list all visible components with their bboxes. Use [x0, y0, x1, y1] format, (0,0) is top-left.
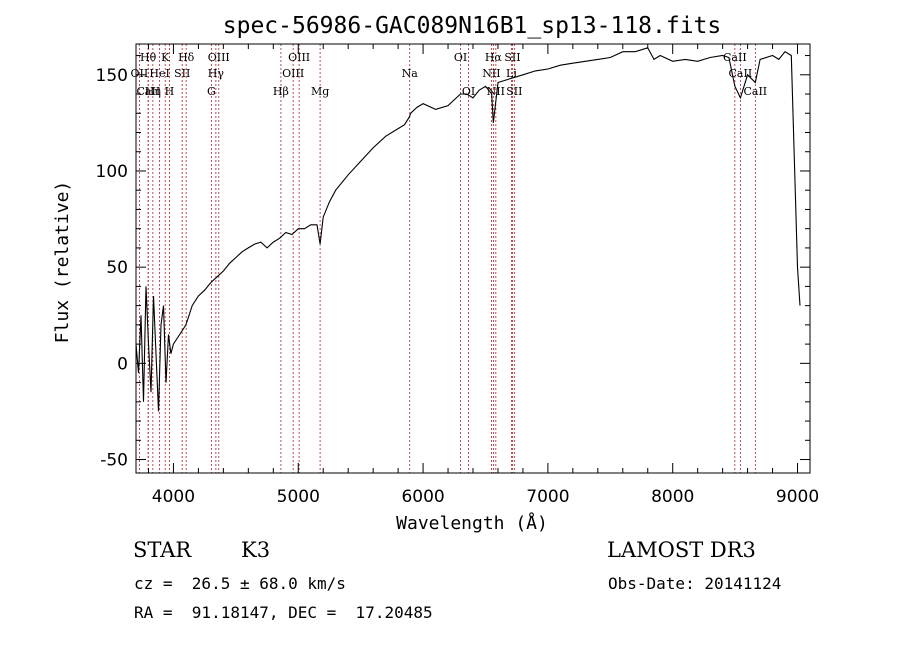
y-tick-label-2: 50	[106, 258, 128, 278]
observation-date: Obs-Date: 20141124	[608, 574, 782, 593]
x-tick-label-1: 5000	[277, 487, 320, 507]
line-marker-label-27: CaII	[743, 85, 767, 98]
survey-name: LAMOST DR3	[607, 538, 756, 562]
x-tick-label-4: 8000	[651, 487, 694, 507]
plot-frame	[135, 43, 811, 474]
x-tick-label-3: 7000	[526, 487, 569, 507]
line-marker-label-5: K	[161, 51, 170, 64]
line-marker-label-10: Hγ	[208, 67, 225, 80]
line-marker-label-26: CaII	[729, 67, 753, 80]
line-marker-label-16: Na	[402, 67, 419, 80]
line-marker-label-24: SII	[506, 85, 522, 98]
object-class: STAR	[133, 538, 192, 562]
object-subclass: K3	[241, 538, 271, 562]
line-marker-label-23: Li	[506, 67, 517, 80]
line-marker-label-3: CaII	[137, 85, 161, 98]
line-marker-label-22: SII	[504, 51, 520, 64]
line-marker-label-11: G	[207, 85, 216, 98]
line-marker-label-4: HeI	[149, 67, 169, 80]
line-marker-label-12: Hβ	[273, 85, 289, 98]
x-tick-label-2: 6000	[401, 487, 444, 507]
coordinates-readout: RA = 91.18147, DEC = 17.20485	[134, 603, 433, 622]
x-axis-label: Wavelength (Å)	[396, 512, 548, 534]
flux-series-line	[135, 47, 801, 412]
y-tick-label-4: 150	[96, 66, 128, 86]
redshift-readout: cz = 26.5 ± 68.0 km/s	[134, 574, 346, 593]
axis-tick-labels: 4000 5000 6000 7000 8000 9000 -50 0 50 100 150	[96, 66, 820, 507]
line-marker-label-17: OI	[454, 51, 467, 64]
y-tick-label-3: 100	[96, 162, 128, 182]
line-marker-label-18: OI	[462, 85, 475, 98]
line-marker-label-9: OIII	[208, 51, 230, 64]
line-marker-label-7: SII	[174, 67, 190, 80]
y-tick-label-0: -50	[100, 451, 128, 471]
line-marker-label-6: H	[165, 85, 175, 98]
x-tick-label-0: 4000	[152, 487, 195, 507]
chart-title: spec-56986-GAC089N16B1_sp13-118.fits	[223, 13, 722, 39]
line-marker-label-15: Mg	[311, 85, 329, 98]
axis-ticks	[136, 44, 810, 473]
line-marker-label-20: NII	[482, 67, 500, 80]
line-marker-label-14: OIII	[282, 67, 304, 80]
line-marker-label-25: CaII	[723, 51, 747, 64]
line-marker-label-2: Hη	[145, 85, 161, 98]
line-marker-label-0: Hθ	[140, 51, 157, 64]
x-tick-label-5: 9000	[776, 487, 819, 507]
line-marker-label-13: OIII	[288, 51, 310, 64]
line-marker-label-8: Hδ	[178, 51, 195, 64]
y-axis-label: Flux (relative)	[52, 181, 73, 344]
spectral-line-markers	[138, 44, 756, 473]
line-marker-label-1: OII	[131, 67, 149, 80]
y-tick-label-1: 0	[117, 354, 128, 374]
line-marker-label-19: Hα	[485, 51, 503, 64]
